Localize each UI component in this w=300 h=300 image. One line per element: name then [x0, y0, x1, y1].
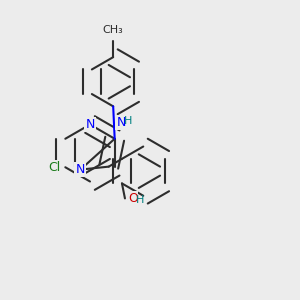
Text: H: H [136, 195, 145, 205]
Text: Cl: Cl [48, 161, 60, 174]
Text: CH₃: CH₃ [103, 25, 124, 35]
Text: N: N [117, 116, 126, 129]
Text: H: H [124, 116, 132, 126]
Text: O: O [128, 192, 138, 205]
Text: N: N [85, 118, 95, 131]
Text: N: N [76, 163, 85, 176]
